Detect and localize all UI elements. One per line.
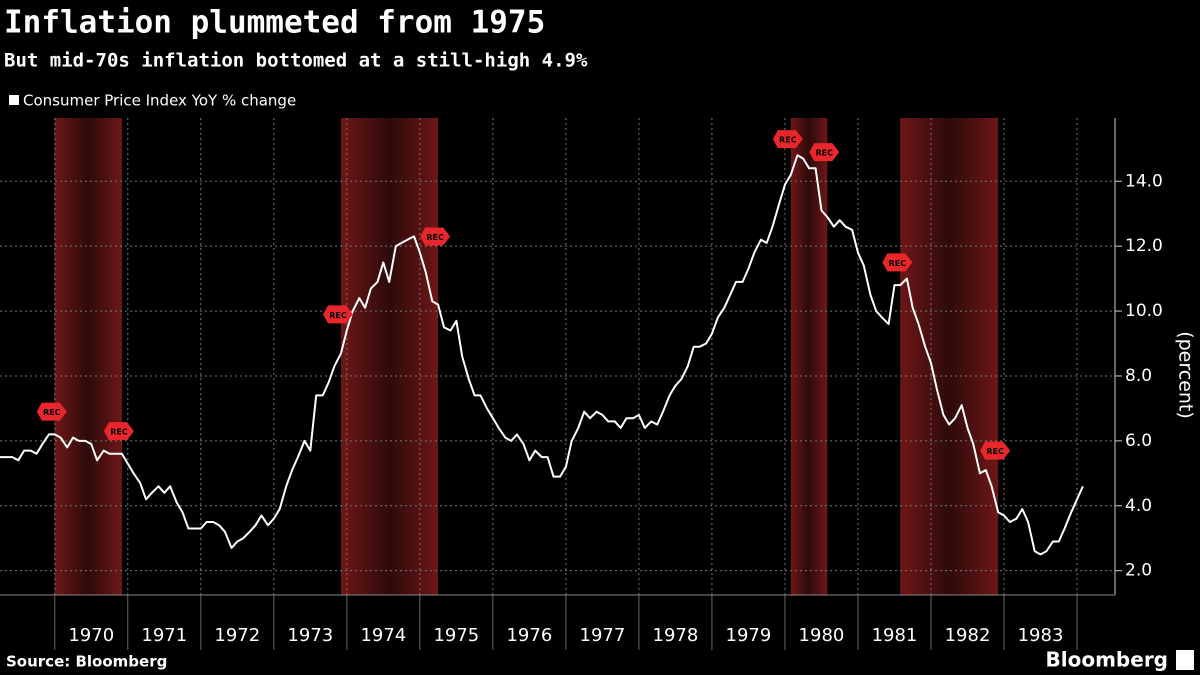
series-line — [0, 154, 1084, 556]
source: Source: Bloomberg — [6, 653, 167, 671]
y-tick-label: 2.0 — [1125, 561, 1152, 581]
recession-band — [54, 118, 122, 595]
x-tick-label: 1970 — [68, 625, 114, 646]
marker-label: REC — [110, 428, 128, 437]
recession-marker: REC — [882, 253, 913, 272]
recession-marker: REC — [36, 402, 67, 421]
marker-label: REC — [986, 447, 1004, 456]
marker-tag — [36, 402, 67, 421]
x-tick-label: 1979 — [726, 625, 772, 646]
x-tick-label: 1980 — [799, 625, 845, 646]
y-tick-label: 12.0 — [1125, 236, 1163, 256]
marker-label: REC — [43, 408, 61, 417]
recession-marker: REC — [103, 422, 134, 441]
recession-band — [340, 118, 439, 595]
marker-label: REC — [889, 259, 907, 268]
marker-label: REC — [426, 233, 444, 242]
y-tick-label: 8.0 — [1125, 366, 1152, 386]
x-tick-label: 1978 — [653, 625, 699, 646]
chart-title: Inflation plummeted from 1975 — [4, 5, 545, 41]
x-tick-label: 1976 — [506, 625, 552, 646]
chart-subtitle: But mid-70s inflation bottomed at a stil… — [4, 50, 588, 72]
x-tick-label: 1975 — [433, 625, 479, 646]
recession-marker: REC — [809, 143, 840, 162]
recession-marker: REC — [772, 130, 803, 149]
y-tick-label: 14.0 — [1125, 171, 1163, 191]
logo-icon — [1176, 650, 1194, 670]
y-tick-label: 10.0 — [1125, 301, 1163, 321]
marker-label: REC — [779, 136, 797, 145]
marker-tag — [980, 441, 1011, 460]
logo: Bloomberg — [1046, 648, 1168, 672]
y-tick-label: 6.0 — [1125, 431, 1152, 451]
marker-label: REC — [816, 149, 834, 158]
marker-tag — [103, 422, 134, 441]
x-tick-label: 1982 — [945, 625, 991, 646]
plot: REC REC REC REC REC REC REC REC — [0, 130, 1084, 556]
recession-marker: REC — [420, 227, 451, 246]
legend-label: Consumer Price Index YoY % change — [23, 92, 296, 110]
recessions — [54, 118, 999, 595]
marker-tag — [322, 305, 353, 324]
marker-label: REC — [329, 311, 347, 320]
y-tick-label: 4.0 — [1125, 496, 1152, 516]
y-axis-label: (percent) — [1175, 331, 1197, 419]
marker-tag — [772, 130, 803, 149]
recession-band — [790, 118, 828, 595]
recession-marker: REC — [980, 441, 1011, 460]
x-tick-label: 1974 — [360, 625, 406, 646]
marker-tag — [882, 253, 913, 272]
x-tick-label: 1973 — [287, 625, 333, 646]
recession-marker: REC — [322, 305, 353, 324]
legend-swatch — [9, 95, 19, 105]
grid: 2.0 4.0 6.0 8.0 10.0 12.0 14.0 1970 1971 1972 1973… — [0, 118, 1163, 650]
x-tick-label: 1981 — [872, 625, 918, 646]
recession-band — [900, 118, 999, 595]
x-tick-label: 1983 — [1018, 625, 1064, 646]
marker-tag — [420, 227, 451, 246]
x-tick-label: 1977 — [580, 625, 626, 646]
marker-tag — [809, 143, 840, 162]
x-tick-label: 1971 — [141, 625, 187, 646]
x-tick-label: 1972 — [214, 625, 260, 646]
